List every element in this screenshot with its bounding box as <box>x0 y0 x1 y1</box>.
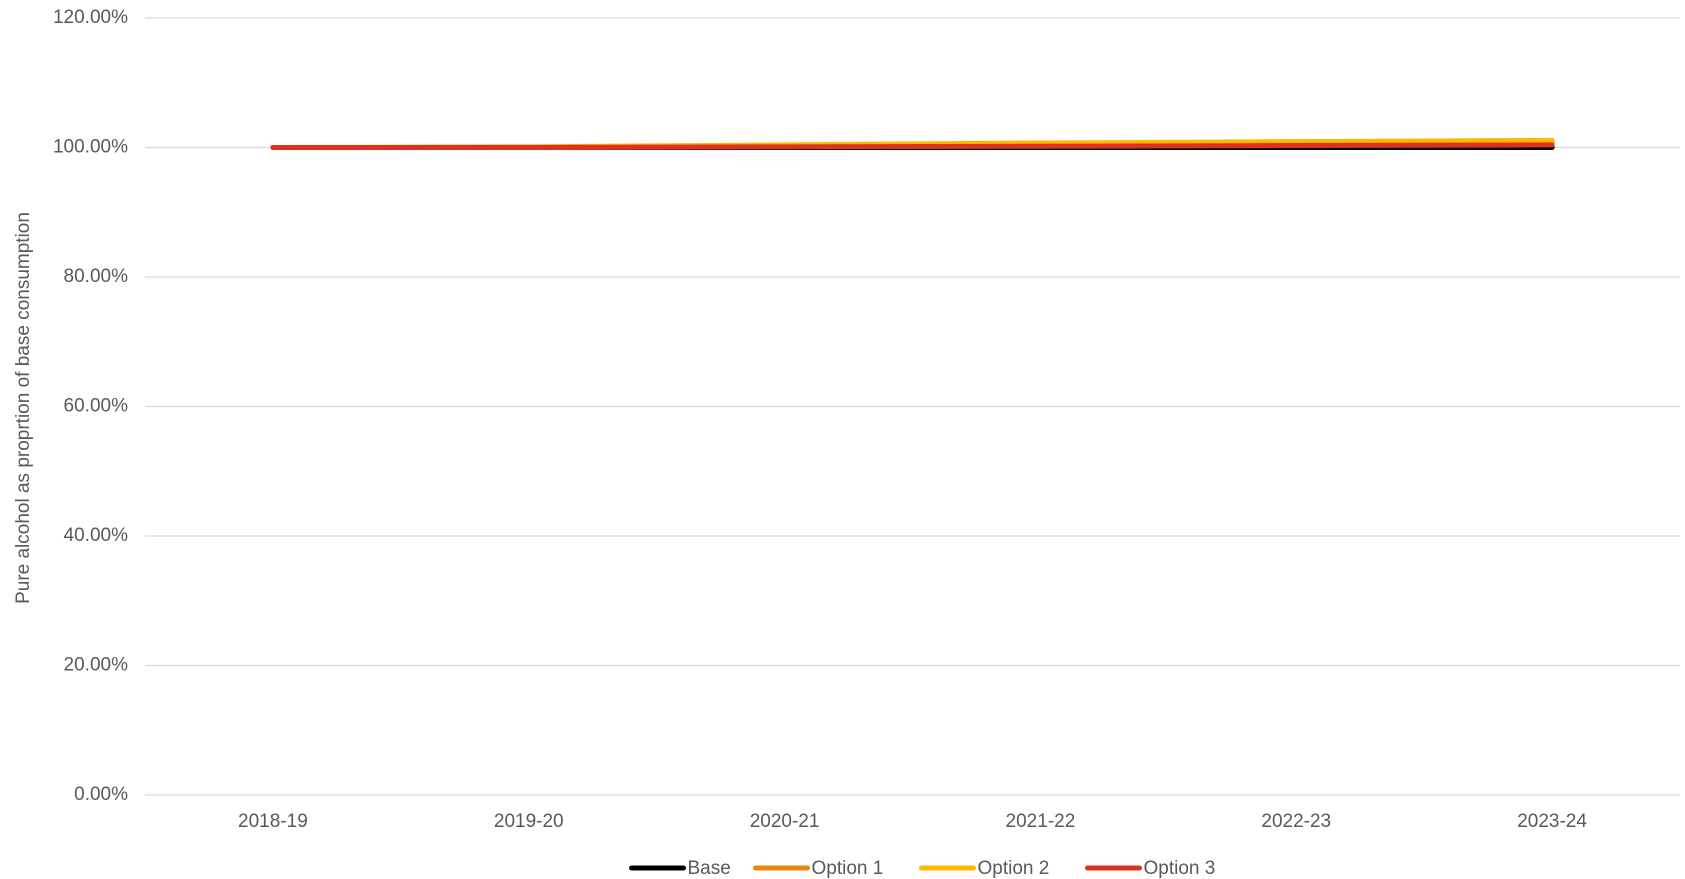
y-axis-label: Pure alcohol as proprtion of base consum… <box>13 212 34 604</box>
y-tick-label: 80.00% <box>64 266 129 287</box>
y-tick-label: 120.00% <box>53 7 128 28</box>
legend-label: Option 1 <box>812 858 884 879</box>
x-tick-label: 2019-20 <box>494 811 564 832</box>
x-tick-label: 2018-19 <box>238 811 308 832</box>
legend-label: Option 2 <box>978 858 1050 879</box>
x-tick-label: 2021-22 <box>1006 811 1076 832</box>
y-tick-label: 60.00% <box>64 396 129 417</box>
x-tick-label: 2022-23 <box>1261 811 1331 832</box>
y-tick-label: 0.00% <box>74 784 128 805</box>
legend-label: Base <box>688 858 731 879</box>
series-line <box>270 142 1555 150</box>
x-tick-label: 2023-24 <box>1517 811 1587 832</box>
legend-label: Option 3 <box>1144 858 1216 879</box>
y-tick-label: 100.00% <box>53 137 128 158</box>
y-tick-label: 40.00% <box>64 525 129 546</box>
y-tick-label: 20.00% <box>64 655 129 676</box>
x-tick-label: 2020-21 <box>750 811 820 832</box>
